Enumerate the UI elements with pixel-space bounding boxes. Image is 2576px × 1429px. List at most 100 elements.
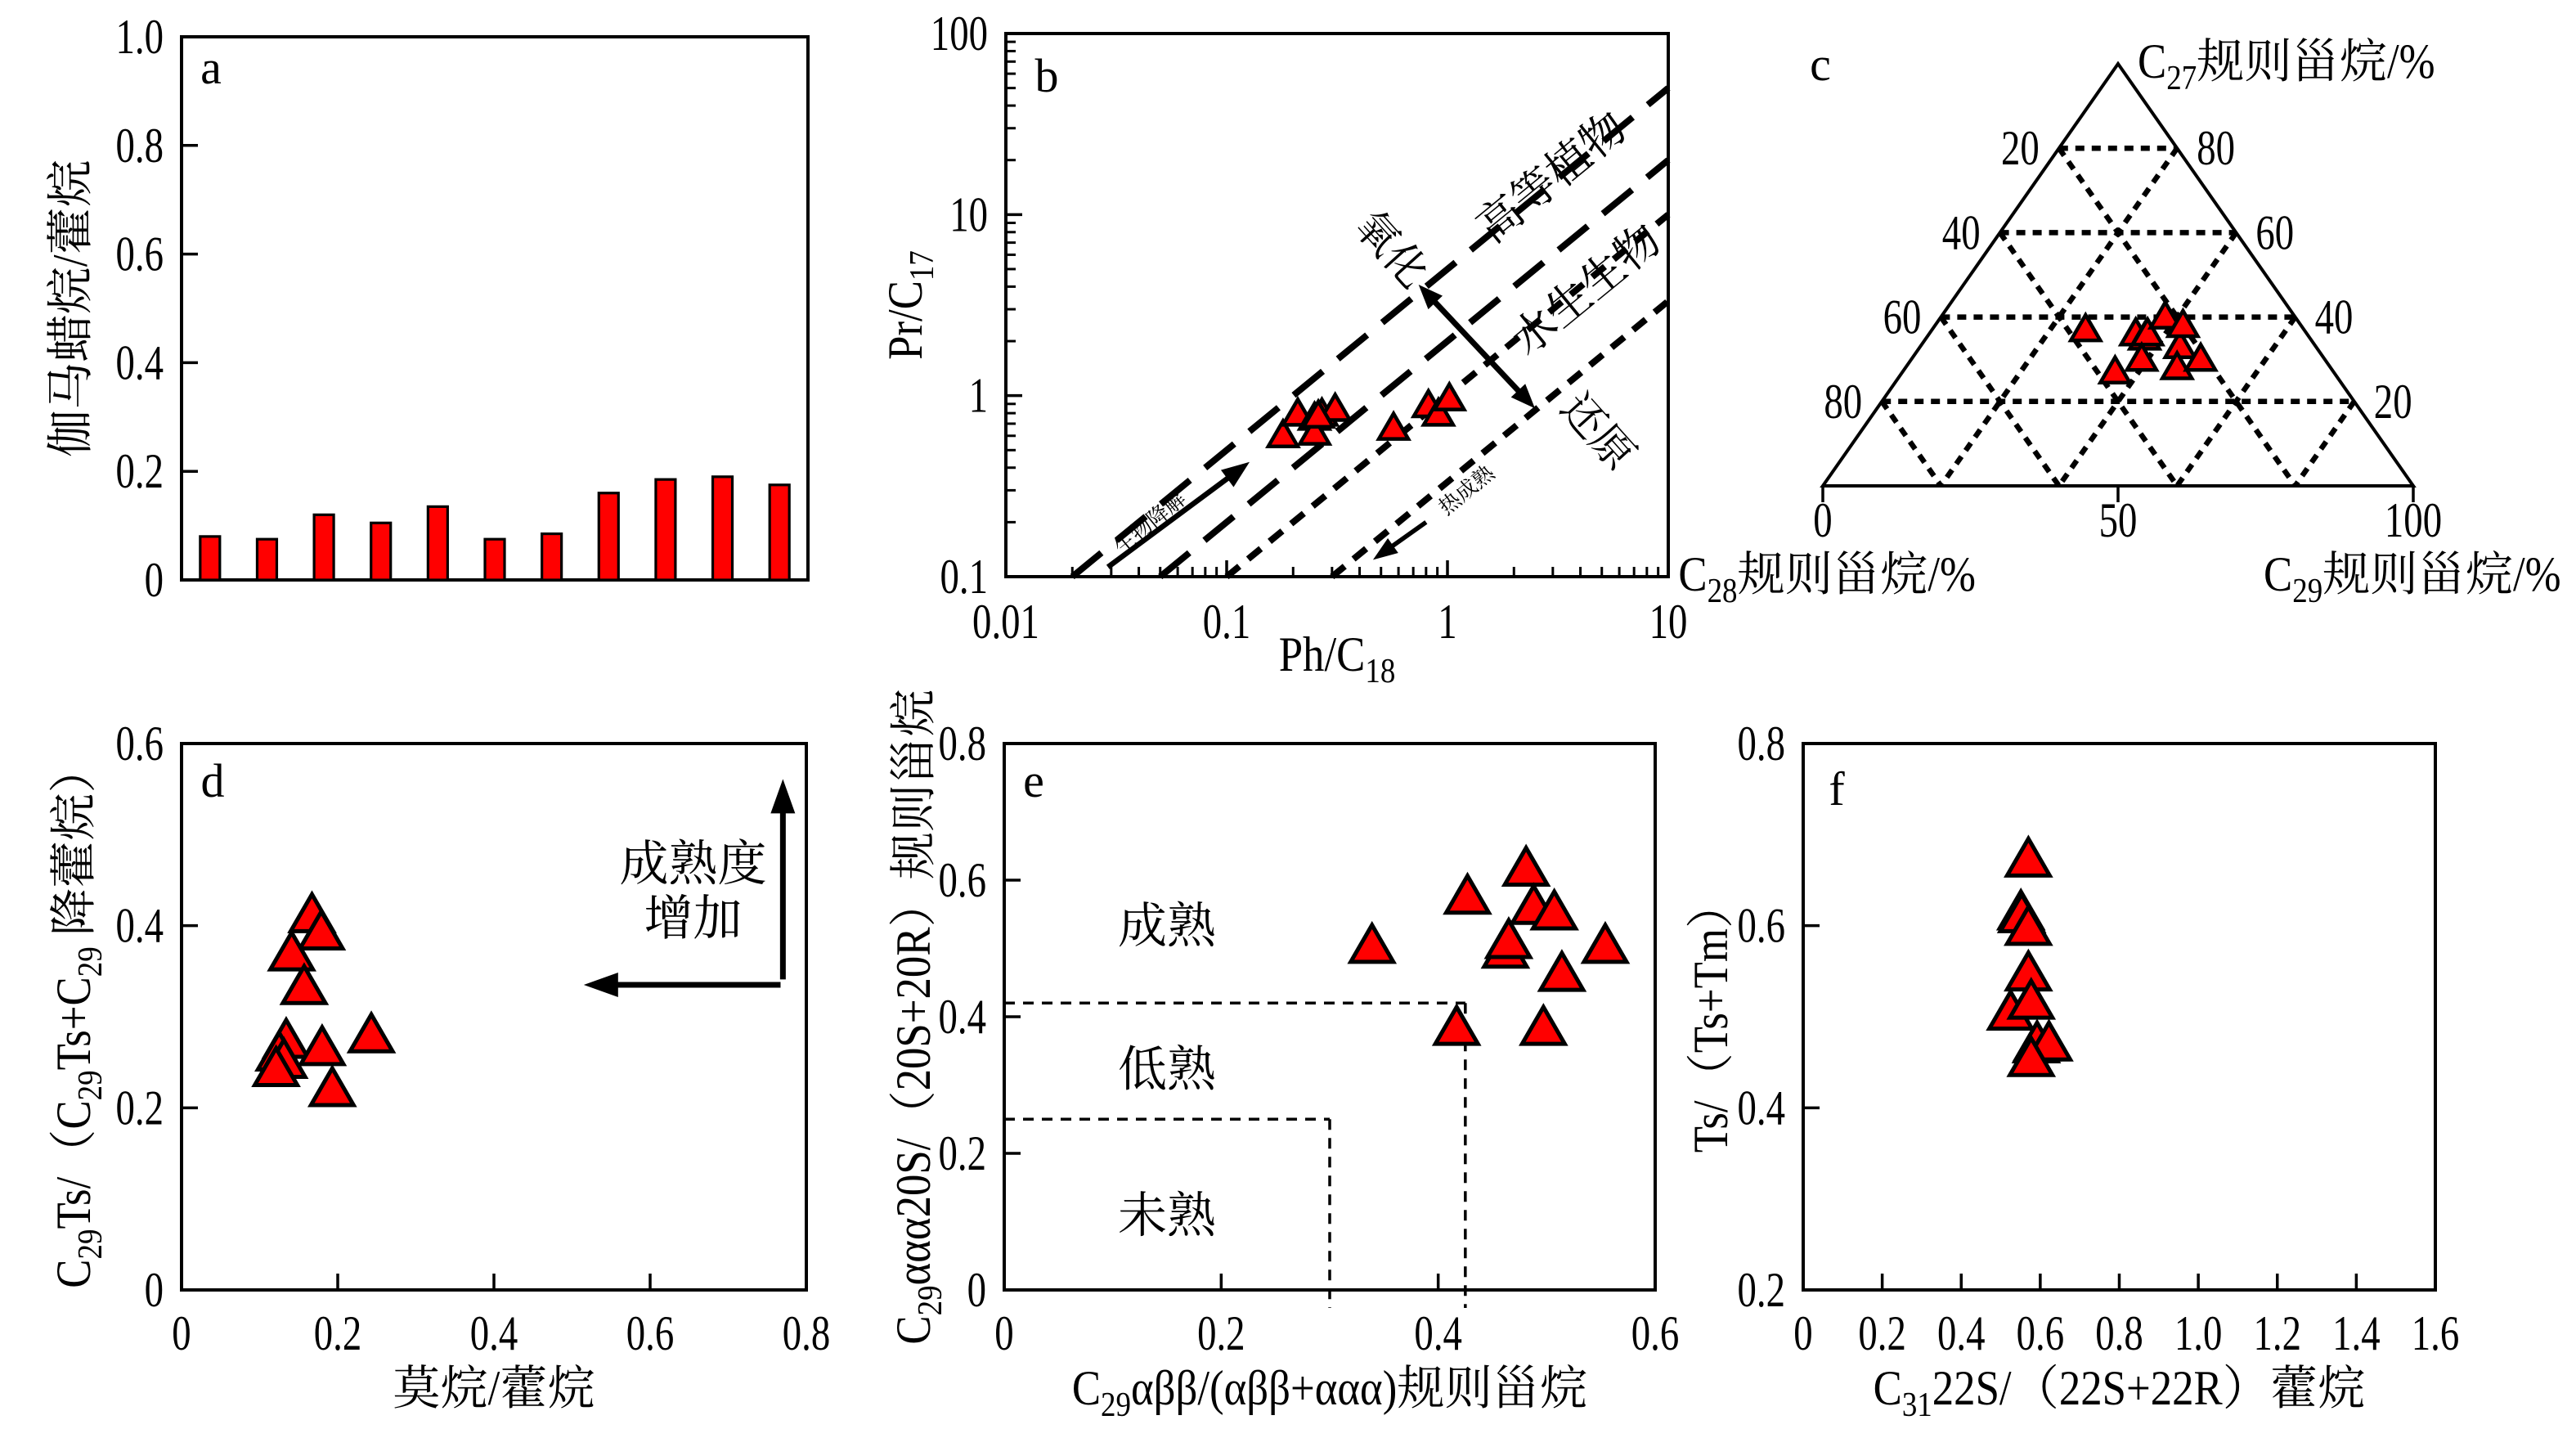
- x-tick-label: 0.6: [2017, 1305, 2064, 1360]
- svg-text:0.4: 0.4: [1937, 1305, 1986, 1360]
- svg-text:C: C: [2264, 548, 2292, 602]
- right-tick-label: 60: [2255, 205, 2294, 260]
- svg-text:0.2: 0.2: [314, 1305, 361, 1360]
- svg-text:18: 18: [1365, 652, 1395, 690]
- svg-text:0.4: 0.4: [470, 1305, 518, 1360]
- data-point-triangle: [2097, 353, 2134, 384]
- annotation: [1474, 112, 1624, 245]
- y-tick-label: 0: [967, 1262, 986, 1317]
- x-tick-label: 1.2: [2254, 1305, 2301, 1360]
- data-point-triangle: [307, 1063, 357, 1108]
- bottom-tick-label: 50: [2099, 492, 2138, 547]
- svg-text:0.6: 0.6: [1631, 1305, 1679, 1360]
- y-axis-label: Ts/Ts+Tm: [1685, 911, 1739, 1153]
- svg-text:0: 0: [145, 552, 164, 607]
- data-point-triangle: [1431, 380, 1468, 411]
- x-tick-label: 10: [1649, 594, 1688, 649]
- svg-text:f: f: [1829, 762, 1845, 816]
- svg-text:C: C: [887, 1315, 941, 1344]
- svg-text:10: 10: [1649, 594, 1688, 649]
- y-axis-label: /: [44, 160, 98, 456]
- x-tick-label: 0.2: [1197, 1305, 1245, 1360]
- svg-text:b: b: [1035, 49, 1059, 102]
- panel-a-gammacerane-bar-chart: 0 0.2 0.4 0.6 0.8 1.0 / a: [44, 9, 810, 607]
- bar: [483, 537, 506, 582]
- data-point-triangle: [1265, 417, 1301, 449]
- svg-text:/%: /%: [2387, 35, 2435, 89]
- bar: [768, 483, 791, 582]
- svg-text:100: 100: [2385, 492, 2442, 547]
- svg-text:17: 17: [903, 250, 941, 281]
- data-point-triangle: [2006, 1034, 2057, 1077]
- guide-line: [1330, 298, 1671, 580]
- svg-text:Ts+Tm: Ts+Tm: [1685, 928, 1739, 1053]
- x-tick-label: 0.6: [1631, 1305, 1679, 1360]
- y-tick-label: 100: [931, 6, 988, 61]
- svg-text:Pr/C: Pr/C: [879, 281, 933, 360]
- svg-text:1: 1: [1438, 594, 1456, 649]
- panel-f-homohopane-scatter: 0 0.2 0.4 0.6 0.8 1.0 1.2 1.4 1.60.20.40.60.8C 31…: [1685, 716, 2459, 1423]
- svg-text:29: 29: [911, 1285, 949, 1315]
- ternary-grid-line: [2057, 146, 2298, 488]
- data-point-triangle: [1529, 887, 1579, 931]
- y-tick-label: 0.6: [939, 852, 986, 907]
- annotation-arrow: [1372, 520, 1428, 560]
- data-point-triangle: [2165, 307, 2201, 339]
- annotation-arrow: [1106, 461, 1250, 569]
- bar: [597, 492, 620, 582]
- svg-text:1.4: 1.4: [2332, 1305, 2381, 1360]
- data-point-triangle: [297, 1022, 348, 1067]
- x-axis-label: /: [394, 1362, 595, 1416]
- svg-text:/: /: [488, 1362, 500, 1416]
- svg-text:0.6: 0.6: [116, 227, 164, 281]
- data-point-triangle: [1420, 395, 1456, 427]
- annotation: [1115, 489, 1185, 555]
- data-point-triangle: [346, 1010, 397, 1054]
- svg-text:10: 10: [949, 187, 988, 242]
- svg-text:0: 0: [145, 1262, 164, 1317]
- panel-letter-c: c: [1810, 38, 1831, 91]
- x-tick-label: 1.0: [2174, 1305, 2222, 1360]
- svg-text:29: 29: [71, 1070, 110, 1100]
- svg-text:0.1: 0.1: [940, 549, 988, 604]
- svg-text:c: c: [1810, 38, 1831, 91]
- svg-text:0.01: 0.01: [972, 594, 1039, 649]
- svg-text:0.2: 0.2: [116, 444, 164, 499]
- svg-text:1.2: 1.2: [2254, 1305, 2301, 1360]
- ternary-grid-line: [1997, 231, 2179, 488]
- right-tick-label: 80: [2197, 121, 2235, 176]
- plot-frame: [1003, 742, 1657, 1292]
- svg-text:αββ/(αββ+ααα): αββ/(αββ+ααα): [1131, 1362, 1397, 1416]
- svg-text:0.4: 0.4: [1738, 1081, 1786, 1135]
- guide-line: [1158, 157, 1671, 580]
- x-tick-label: 1.4: [2332, 1305, 2381, 1360]
- svg-text:80: 80: [1824, 374, 1862, 429]
- panel-d-moretane-scatter: 0 0.2 0.4 0.6 0.800.20.40.6/C29Ts/C29Ts+C29 …: [47, 716, 830, 1415]
- svg-text:0.2: 0.2: [1738, 1262, 1785, 1317]
- data-point-triangle: [1519, 1003, 1568, 1046]
- svg-text:60: 60: [1883, 290, 1922, 344]
- y-tick-label: 0: [145, 552, 164, 607]
- svg-text:22S/: 22S/: [1932, 1362, 2012, 1416]
- data-point-triangle: [2067, 311, 2104, 343]
- left-tick-label: 80: [1824, 374, 1862, 429]
- bar: [312, 513, 335, 582]
- svg-text:0.2: 0.2: [1197, 1305, 1245, 1360]
- y-tick-label: 0.4: [1738, 1081, 1786, 1135]
- annotation: [1119, 1044, 1214, 1090]
- data-point-triangle: [1537, 949, 1587, 992]
- svg-text:/%: /%: [1928, 548, 1976, 602]
- annotation: [1438, 465, 1496, 516]
- y-tick-label: 0.2: [939, 1126, 986, 1180]
- x-tick-label: 0.2: [1858, 1305, 1905, 1360]
- right-tick-label: 40: [2315, 290, 2354, 344]
- annotation: [621, 838, 765, 885]
- bottom-tick-label: 100: [2385, 492, 2442, 547]
- y-tick-label: 1: [969, 368, 988, 423]
- data-point-triangle: [279, 962, 330, 1005]
- svg-text:0: 0: [967, 1262, 986, 1317]
- y-tick-label: 0.4: [116, 335, 164, 390]
- x-axis-label: Ph/C 18: [1279, 628, 1396, 690]
- annotation: [1559, 389, 1639, 471]
